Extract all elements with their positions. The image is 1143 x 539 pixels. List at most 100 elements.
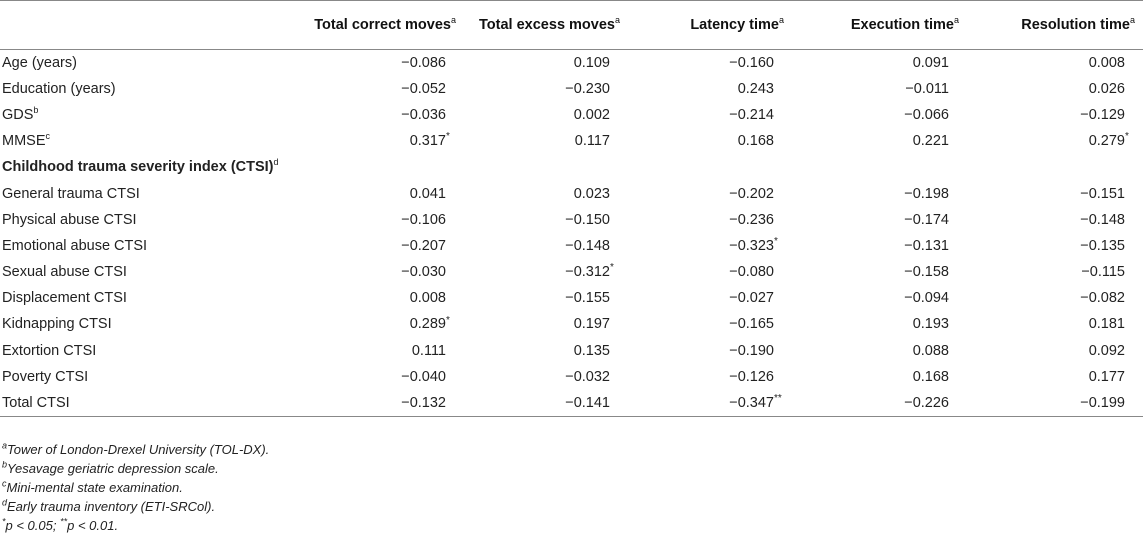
cell-value: −0.080 [729,264,774,281]
table-cell: −0.236 [628,207,792,233]
table-row: Extortion CTSI 0.111 0.135 −0.190 0.088 0.092 [0,338,1143,364]
column-header: Total correct movesa [300,0,464,50]
cell-value: −0.040 [401,368,446,385]
cell-value: 0.279 [1088,133,1125,150]
table-cell: −0.230 [464,76,628,102]
table-cell: −0.199 [967,389,1143,417]
table-row: Physical abuse CTSI −0.106 −0.150 −0.236 −0.… [0,207,1143,233]
cell-value: −0.190 [729,342,774,359]
table-cell: −0.165 [628,311,792,337]
footnote-marker: b [2,459,8,470]
row-label: Education (years) [0,76,300,102]
table-cell: 0.008 [300,285,464,311]
column-header: Total excess movesa [464,0,628,50]
row-label-text: MMSE [2,133,46,150]
table-cell: 0.111 [300,338,464,364]
cell-value: −0.230 [565,80,610,97]
table-cell: −0.190 [628,338,792,364]
cell-value: 0.317 [409,133,446,150]
section-header-row: Childhood trauma severity index (CTSI)d [0,154,1143,180]
footnote-text: Early trauma inventory (ETI-SRCol). [7,499,216,514]
correlation-table: Total correct movesa Total excess movesa L… [0,0,1143,417]
table-row: MMSEc 0.317* 0.117 0.168 0.221 0.279* [0,128,1143,154]
cell-value: 0.181 [1088,316,1125,333]
table-cell: −0.082 [967,285,1143,311]
column-header-label: Latency time [690,17,779,33]
table-cell: −0.160 [628,50,792,76]
cell-value: −0.155 [565,290,610,307]
table-row: Age (years) −0.086 0.109 −0.160 0.091 0.008 [0,50,1143,76]
table-row: Sexual abuse CTSI −0.030 −0.312* −0.080 −0.1… [0,259,1143,285]
table-cell: −0.312* [565,262,614,281]
table-cell: 0.243 [628,76,792,102]
cell-value: −0.207 [401,237,446,254]
table-row: Displacement CTSI 0.008 −0.155 −0.027 −0.094… [0,285,1143,311]
table-cell: −0.226 [792,389,967,417]
cell-value: −0.158 [904,264,949,281]
table-row: Total CTSI −0.132 −0.141 −0.347** −0.226 −0.1… [0,389,1143,417]
table-cell: 0.193 [792,311,967,337]
table-cell: 0.117 [464,128,628,154]
header-superscript: a [614,15,620,26]
footnotes: aTower of London-Drexel University (TOL-… [2,440,269,535]
table-cell: −0.158 [792,259,967,285]
table-cell: −0.347** [628,389,792,417]
table-cell: −0.126 [628,364,792,390]
cell-value: −0.126 [729,368,774,385]
table-cell: −0.115 [967,259,1143,285]
column-header-label: Total excess moves [479,17,615,33]
significance-marker: * [2,516,6,527]
cell-value: 0.091 [912,54,949,71]
cell-value: −0.052 [401,80,446,97]
row-label-text: Sexual abuse CTSI [2,264,127,281]
table-row: Emotional abuse CTSI −0.207 −0.148 −0.323* −… [0,233,1143,259]
cell-value: −0.011 [905,80,949,97]
table-cell: 0.168 [628,128,792,154]
header-superscript: a [778,15,784,26]
row-label: Emotional abuse CTSI [0,233,300,259]
cell-value: −0.030 [401,264,446,281]
cell-value: −0.226 [904,394,949,411]
table-cell: −0.135 [967,233,1143,259]
footnote-marker: a [2,440,8,451]
table-cell: −0.027 [628,285,792,311]
cell-value: −0.115 [1081,264,1125,281]
table-cell: 0.091 [792,50,967,76]
footnote: cMini-mental state examination. [2,478,269,497]
footnote-marker: d [2,497,8,508]
cell-value: 0.168 [737,133,774,150]
table-cell: −0.151 [967,180,1143,206]
cell-value: −0.312 [565,264,610,281]
cell-value: −0.135 [1080,237,1125,254]
row-label-text: GDS [2,106,34,123]
row-label-superscript: b [33,105,39,116]
table-row: GDSb −0.036 0.002 −0.214 −0.066 −0.129 [0,102,1143,128]
table-cell: 0.026 [967,76,1143,102]
header-cell-empty [0,0,300,50]
cell-value: 0.243 [737,80,774,97]
row-label-text: Age (years) [2,54,77,71]
table-cell: −0.150 [464,207,628,233]
table-cell: −0.155 [464,285,628,311]
row-label-text: Kidnapping CTSI [2,316,112,333]
cell-value: 0.111 [411,342,446,359]
cell-value: −0.086 [401,54,446,71]
cell-value: −0.236 [729,211,774,228]
significance-note: *p < 0.05; **p < 0.01. [2,516,269,535]
column-header-label: Total correct moves [314,17,451,33]
cell-value: −0.082 [1080,290,1125,307]
significance-marker: ** [60,516,68,527]
cell-value: 0.193 [912,316,949,333]
row-label-text: Emotional abuse CTSI [2,237,148,254]
table-cell: 0.023 [464,180,628,206]
table-cell: −0.011 [792,76,967,102]
table-cell: 0.181 [967,311,1143,337]
row-label: Childhood trauma severity index (CTSI)d [0,154,1143,180]
table-row: Poverty CTSI −0.040 −0.032 −0.126 0.168 0.177 [0,364,1143,390]
cell-value: 0.002 [573,106,610,123]
header-superscript: a [1129,15,1135,26]
row-label-text: Education (years) [2,80,116,97]
table-cell: −0.036 [300,102,464,128]
table-cell: 0.279* [1088,131,1129,150]
